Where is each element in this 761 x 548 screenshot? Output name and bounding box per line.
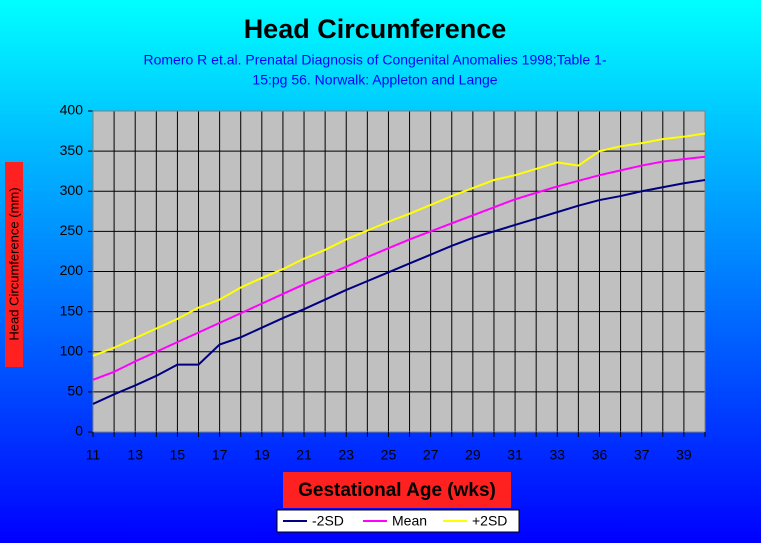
x-tick-label: 29 [465, 447, 481, 463]
legend-label: +2SD [472, 513, 507, 529]
x-tick-label: 27 [423, 447, 439, 463]
y-label-box [5, 162, 23, 367]
x-axis-label: Gestational Age (wks) [298, 480, 496, 501]
legend-label: -2SD [312, 513, 344, 529]
y-tick-label: 50 [67, 383, 83, 399]
x-tick-label: 21 [296, 447, 312, 463]
x-tick-label: 39 [676, 447, 692, 463]
x-tick-label: 15 [170, 447, 186, 463]
y-tick-label: 0 [75, 423, 83, 439]
legend-label: Mean [392, 513, 427, 529]
y-tick-label: 200 [60, 262, 84, 278]
subtitle: 15:pg 56. Norwalk: Appleton and Lange [252, 72, 497, 88]
y-tick-label: 350 [60, 142, 84, 158]
legend-box [276, 509, 520, 533]
x-tick-label: 36 [592, 447, 608, 463]
line-series [92, 132, 706, 357]
subtitle: Romero R et.al. Prenatal Diagnosis of Co… [143, 52, 606, 68]
x-tick-label: 23 [338, 447, 354, 463]
y-tick-label: 300 [60, 182, 84, 198]
line-series [92, 155, 706, 381]
y-tick-label: 150 [60, 302, 84, 318]
chart-title: Head Circumference [244, 14, 507, 44]
y-axis-label: Head Circumference (mm) [6, 187, 21, 340]
x-tick-label: 19 [254, 447, 270, 463]
x-tick-label: 31 [507, 447, 523, 463]
y-tick-label: 100 [60, 342, 84, 358]
x-label-box [283, 472, 511, 508]
legend: -2SD Mean +2SD [276, 509, 520, 533]
x-tick-label: 25 [381, 447, 397, 463]
y-tick-label: 400 [60, 102, 84, 118]
x-tick-label: 37 [634, 447, 650, 463]
plot-border [92, 110, 706, 433]
line-series [92, 179, 706, 405]
x-tick-label: 33 [549, 447, 565, 463]
x-tick-label: 13 [127, 447, 143, 463]
x-tick-label: 11 [86, 447, 101, 463]
x-tick-label: 17 [212, 447, 228, 463]
y-tick-label: 250 [60, 222, 84, 238]
